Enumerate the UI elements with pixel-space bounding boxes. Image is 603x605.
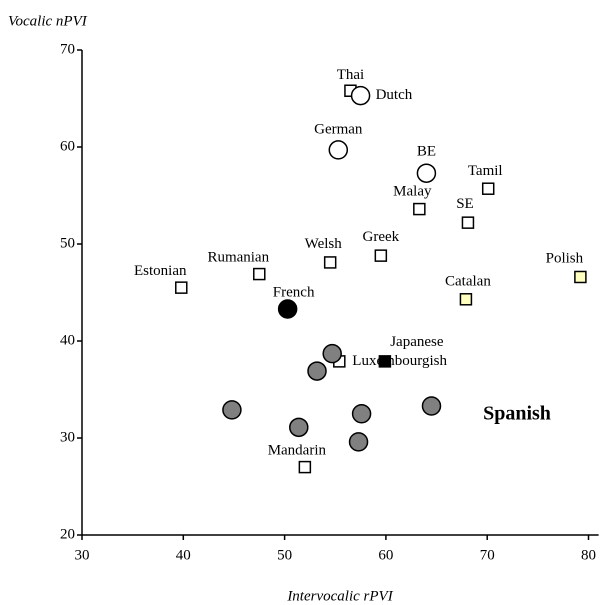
point <box>289 417 309 438</box>
x-axis-label: Intervocalic rPVI <box>286 588 393 604</box>
point-label: Rumanian <box>207 250 269 266</box>
point-label: Dutch <box>376 87 413 103</box>
y-tick-label: 70 <box>60 41 75 57</box>
point <box>323 256 337 269</box>
point <box>461 216 475 229</box>
point <box>421 396 442 416</box>
point <box>307 361 327 381</box>
y-axis-label: Vocalic nPVI <box>8 13 88 29</box>
point-label: French <box>273 284 315 300</box>
point <box>175 281 188 294</box>
point <box>277 299 298 319</box>
point-label: Japanese <box>390 334 444 350</box>
x-tick-label: 40 <box>176 547 191 563</box>
point <box>374 249 388 262</box>
point <box>298 460 312 474</box>
point <box>378 355 392 368</box>
point-label: German <box>314 121 363 137</box>
point <box>222 400 242 420</box>
point <box>413 202 426 216</box>
point-label: Estonian <box>134 263 187 279</box>
point <box>328 140 349 160</box>
y-tick-label: 40 <box>60 332 75 348</box>
point-label: Catalan <box>445 274 491 290</box>
y-tick-label: 60 <box>60 138 75 154</box>
x-tick-label: 30 <box>75 547 90 563</box>
x-tick-label: 70 <box>480 547 495 563</box>
point <box>416 163 437 183</box>
x-tick-label: 80 <box>581 547 596 563</box>
point-label: BE <box>417 144 436 160</box>
point <box>481 182 495 195</box>
point-label: Polish <box>546 250 584 266</box>
point <box>574 270 587 284</box>
point <box>351 404 372 424</box>
point-label: Luxembourgish <box>352 353 447 369</box>
point-label: Tamil <box>468 163 503 179</box>
point-label: Malay <box>393 184 432 200</box>
point-label: Thai <box>337 67 365 83</box>
point <box>348 432 369 452</box>
y-tick-label: 20 <box>60 526 75 542</box>
point <box>322 343 342 364</box>
point-label: Welsh <box>305 236 343 252</box>
point-label: SE <box>456 196 474 212</box>
point-label: Mandarin <box>268 443 327 459</box>
point <box>459 293 473 306</box>
y-tick-label: 30 <box>60 429 75 445</box>
y-tick-label: 50 <box>60 235 75 251</box>
group-label: Spanish <box>483 403 551 425</box>
x-tick-label: 50 <box>277 547 292 563</box>
point-label: Greek <box>363 229 400 245</box>
x-tick-label: 60 <box>378 547 393 563</box>
point <box>350 85 371 106</box>
point <box>253 267 266 281</box>
